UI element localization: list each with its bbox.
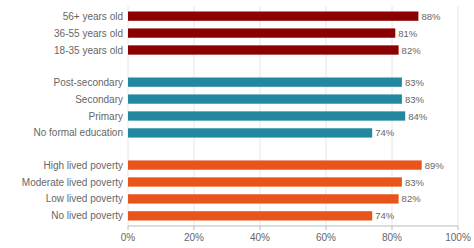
tick-mark xyxy=(128,226,129,230)
bar xyxy=(128,211,372,220)
data-label: 82% xyxy=(402,45,422,56)
bar xyxy=(128,177,402,186)
grid-line xyxy=(458,6,459,226)
bar xyxy=(128,194,399,203)
tick-mark xyxy=(458,226,459,230)
tick-label: 100% xyxy=(445,232,471,243)
category-label: Post-secondary xyxy=(54,77,123,88)
bars xyxy=(128,12,422,221)
category-label: Low lived poverty xyxy=(46,193,123,204)
data-label: 74% xyxy=(375,127,395,138)
tick-label: 20% xyxy=(184,232,204,243)
data-label: 82% xyxy=(402,193,422,204)
category-label: No lived poverty xyxy=(51,210,123,221)
bar xyxy=(128,28,395,37)
data-label: 81% xyxy=(398,28,418,39)
data-label: 83% xyxy=(405,177,425,188)
tick-label: 0% xyxy=(121,232,136,243)
category-label: 56+ years old xyxy=(63,11,123,22)
category-label: High lived poverty xyxy=(44,160,123,171)
data-label: 83% xyxy=(405,94,425,105)
bar xyxy=(128,78,402,87)
bar xyxy=(128,160,422,169)
data-label: 89% xyxy=(425,160,445,171)
tick-mark xyxy=(194,226,195,230)
bar xyxy=(128,45,399,54)
tick-label: 80% xyxy=(382,232,402,243)
category-label: 18-35 years old xyxy=(54,45,123,56)
data-label: 83% xyxy=(405,77,425,88)
category-label: Primary xyxy=(89,111,123,122)
x-axis xyxy=(128,226,458,227)
bar xyxy=(128,111,405,120)
tick-mark xyxy=(260,226,261,230)
chart: 0% 20% 40% 60% 80% 100% 56+ years old 88% 36-55 … xyxy=(0,0,474,248)
category-label: Secondary xyxy=(75,94,123,105)
tick-label: 40% xyxy=(250,232,270,243)
category-label: Moderate lived poverty xyxy=(22,177,123,188)
grid xyxy=(128,6,458,226)
category-label: No formal education xyxy=(34,127,124,138)
tick-mark xyxy=(326,226,327,230)
bar xyxy=(128,128,372,137)
data-label: 74% xyxy=(375,210,395,221)
tick-label: 60% xyxy=(316,232,336,243)
bar xyxy=(128,12,418,21)
bar xyxy=(128,94,402,103)
data-label: 88% xyxy=(421,11,441,22)
category-label: 36-55 years old xyxy=(54,28,123,39)
tick-mark xyxy=(392,226,393,230)
data-label: 84% xyxy=(408,111,428,122)
